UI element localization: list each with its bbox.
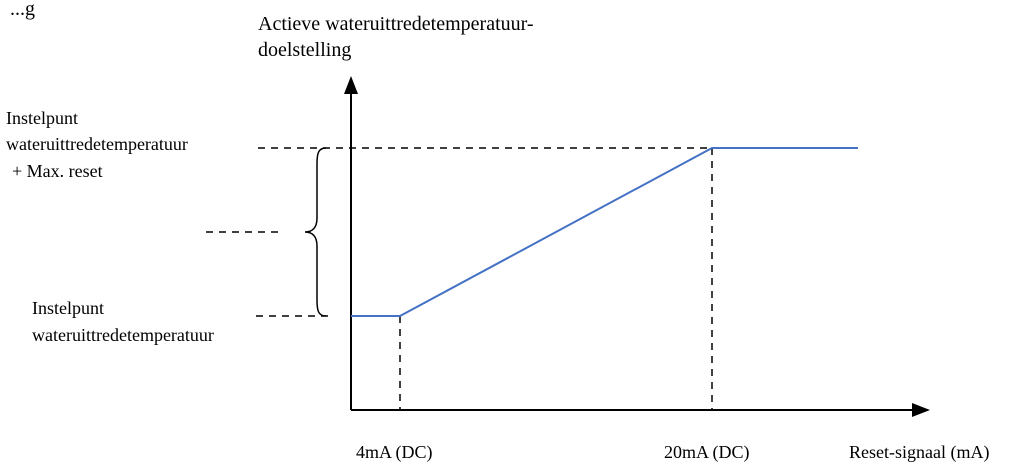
y-axis-arrow (344, 76, 358, 94)
reset-curve (351, 147, 858, 317)
y-axis-title-line1: Actieve wateruittredetemperatuur- (258, 13, 534, 35)
x-tick-2-label: 20mA (DC) (664, 442, 750, 463)
upper-label-line3: + Max. reset (12, 161, 103, 181)
lower-label-line1: Instelpunt (32, 298, 104, 318)
range-brace (304, 147, 327, 317)
lower-label-line2: wateruittredetemperatuur (32, 325, 214, 345)
y-axis-title-line2: doelstelling (258, 39, 351, 61)
corner-fragment: ...g (10, 0, 35, 20)
x-axis-arrow (912, 403, 930, 417)
x-tick-1-label: 4mA (DC) (356, 442, 433, 463)
upper-label-line2: wateruittredetemperatuur (6, 134, 188, 154)
upper-label-line1: Instelpunt (6, 108, 78, 128)
x-axis-title: Reset-signaal (mA) (849, 442, 989, 463)
